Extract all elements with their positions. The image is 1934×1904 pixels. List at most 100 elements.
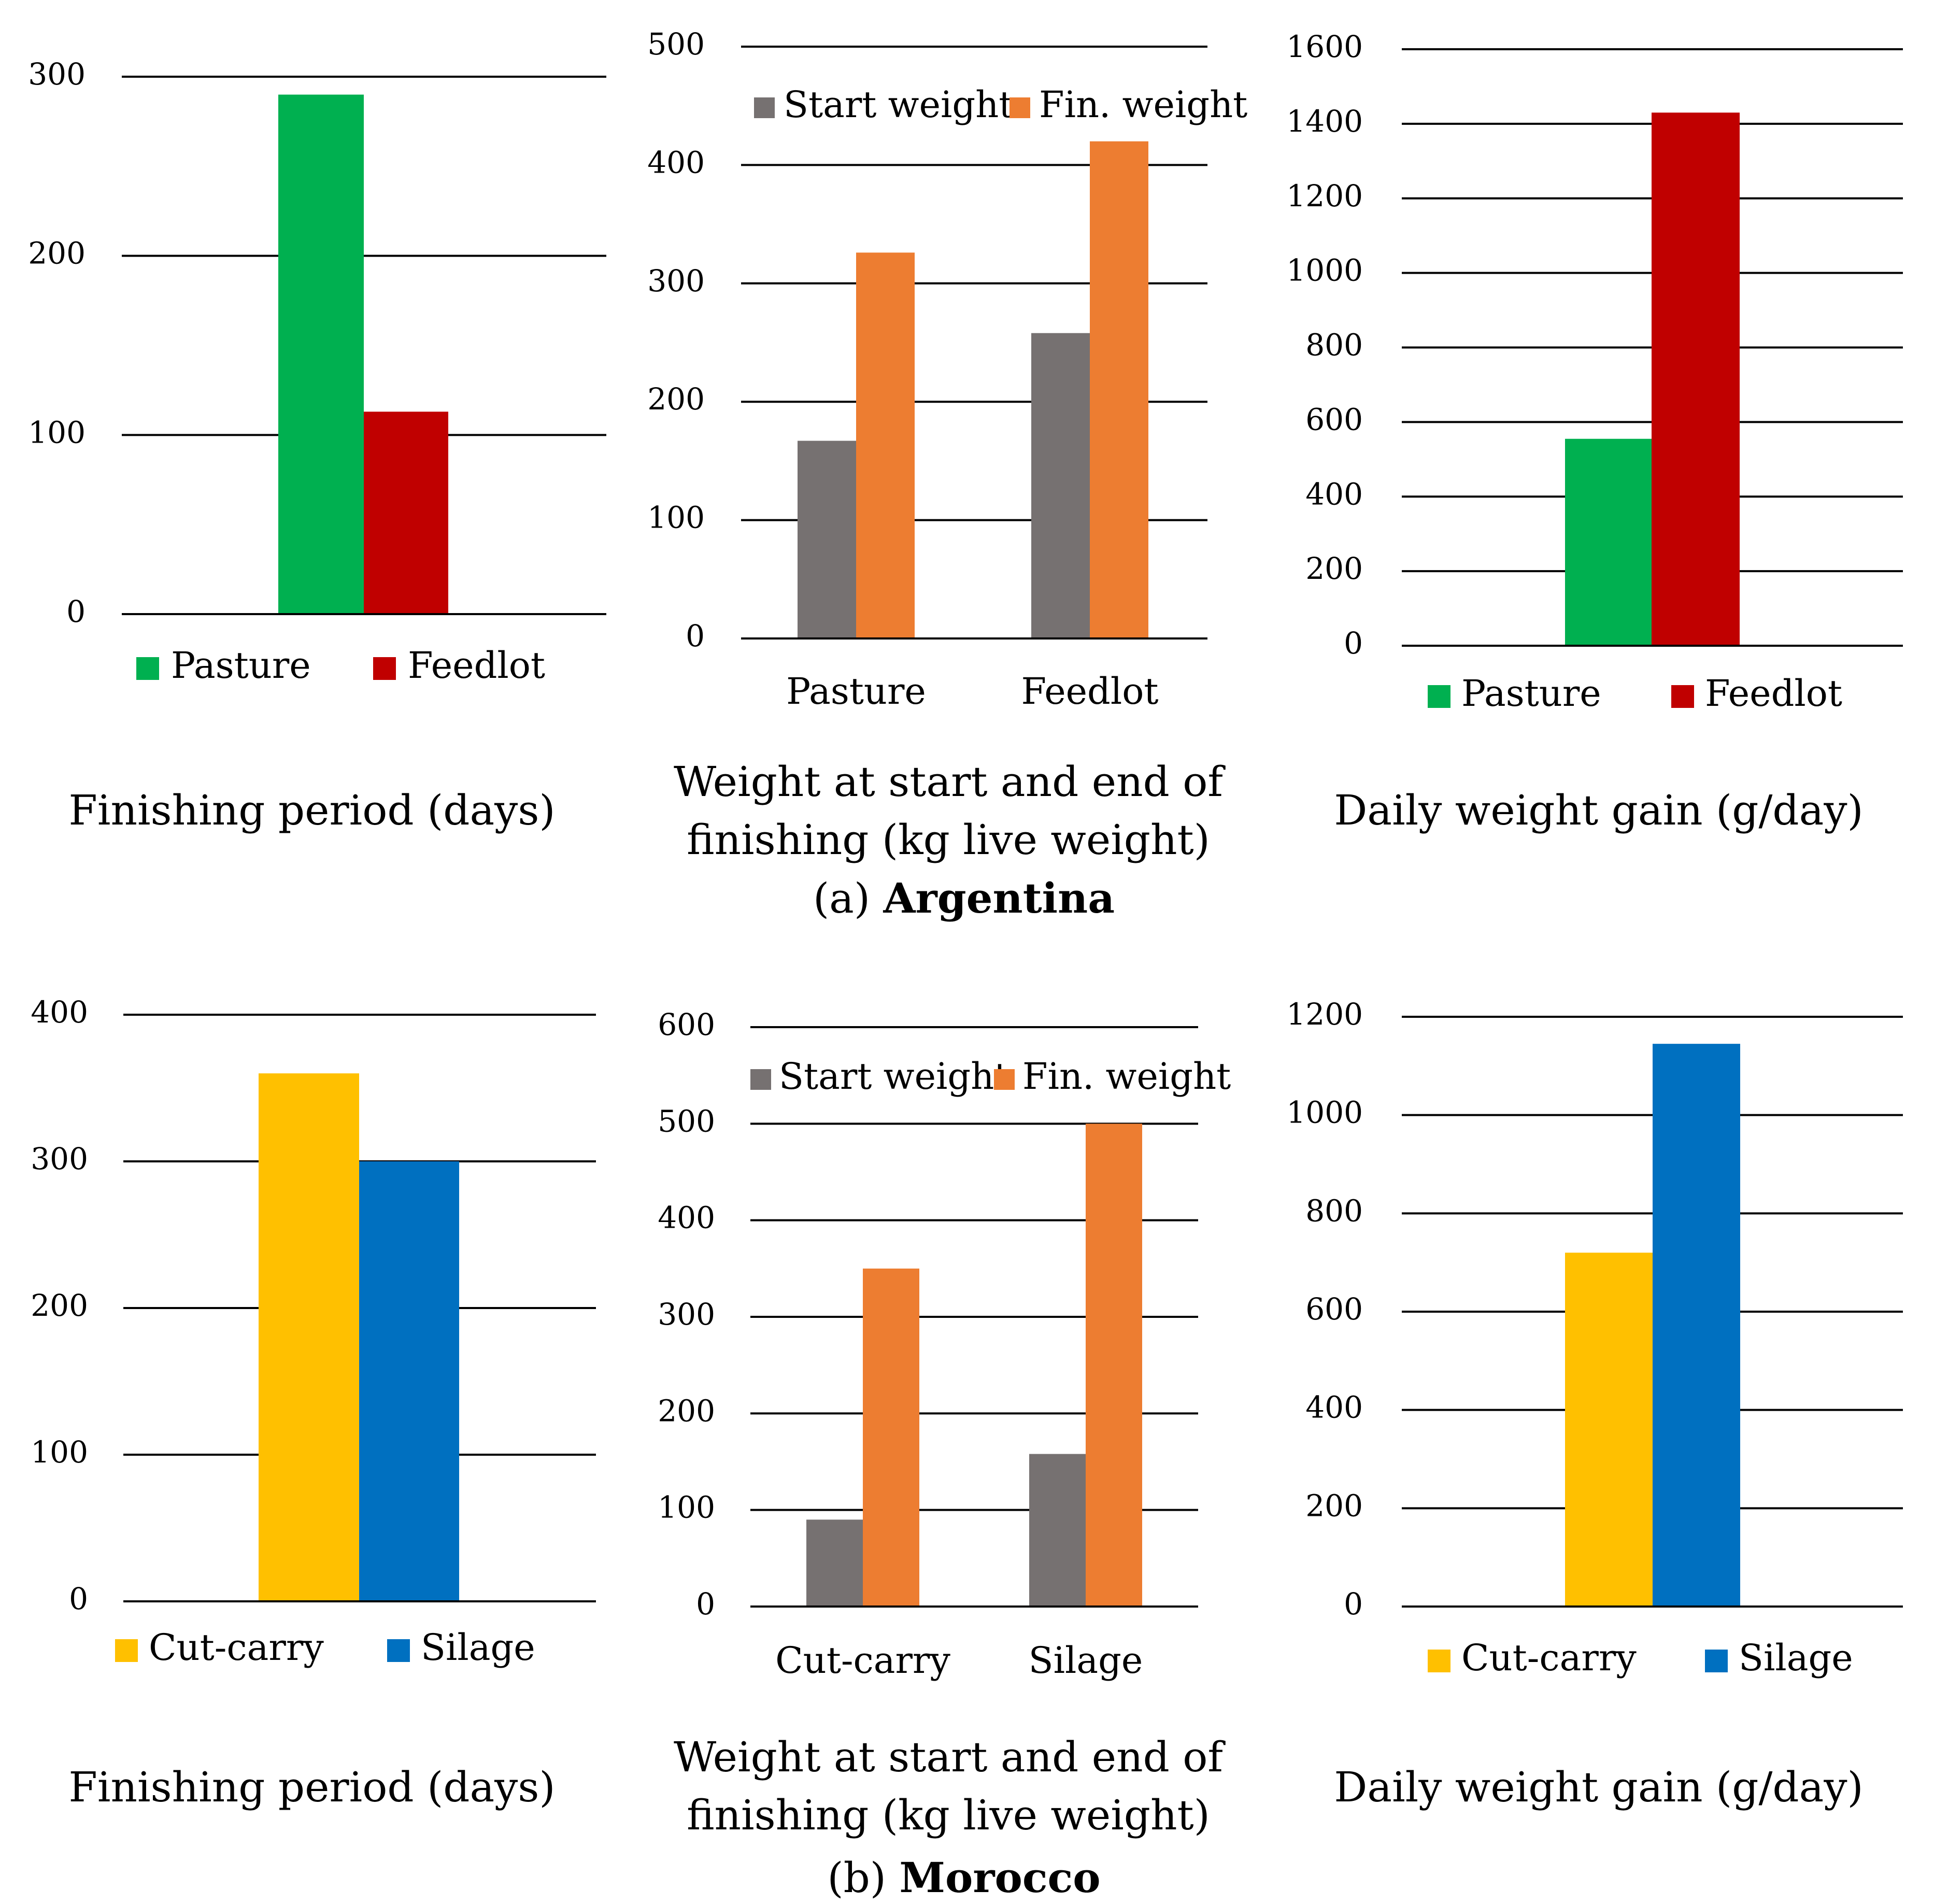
panel-caption: (a) Argentina	[813, 874, 1115, 922]
panel-caption-label: (b)	[827, 1854, 899, 1902]
legend-label: Silage	[1739, 1637, 1853, 1679]
y-tick-label: 500	[647, 26, 705, 62]
y-tick-label: 400	[1305, 476, 1363, 511]
y-tick-label: 1600	[1286, 29, 1363, 64]
y-tick-label: 200	[28, 236, 86, 271]
y-tick-label: 0	[1344, 1586, 1363, 1622]
legend-swatch	[1671, 685, 1694, 708]
x-category-label: Silage	[1029, 1639, 1143, 1682]
legend-swatch	[373, 657, 396, 680]
y-tick-label: 300	[658, 1297, 715, 1332]
bar	[1652, 112, 1740, 646]
legend-swatch	[994, 1069, 1015, 1090]
panel-caption-label: (a)	[813, 874, 884, 922]
chart-title: Daily weight gain (g/day)	[1334, 1763, 1863, 1811]
y-tick-label: 200	[658, 1393, 715, 1428]
legend-swatch	[136, 657, 159, 680]
x-category-label: Pasture	[786, 670, 926, 713]
panel-caption-country: Morocco	[899, 1853, 1100, 1902]
legend-label: Cut-carry	[1461, 1637, 1637, 1679]
y-tick-label: 0	[66, 594, 86, 629]
bar	[1565, 438, 1652, 646]
bar	[1086, 1124, 1142, 1607]
bar	[863, 1268, 919, 1607]
bar	[856, 252, 915, 638]
bar	[798, 441, 856, 638]
bar	[1029, 1454, 1086, 1607]
y-tick-label: 600	[1305, 1291, 1363, 1327]
legend-swatch	[754, 97, 775, 118]
panel-caption-country: Argentina	[883, 874, 1115, 922]
legend-label: Feedlot	[1705, 672, 1842, 715]
legend-label: Start weight	[779, 1055, 1008, 1098]
bar	[1653, 1044, 1740, 1607]
chart-title: Daily weight gain (g/day)	[1334, 786, 1863, 834]
y-tick-label: 0	[1344, 626, 1363, 661]
legend-label: Cut-carry	[149, 1626, 324, 1669]
y-tick-label: 200	[31, 1288, 88, 1323]
y-tick-label: 200	[647, 381, 705, 417]
bar	[806, 1519, 863, 1607]
bar	[1565, 1253, 1653, 1607]
y-tick-label: 300	[31, 1141, 88, 1176]
legend-label: Start weight	[784, 83, 1013, 126]
x-category-label: Cut-carry	[775, 1639, 950, 1682]
legend-swatch	[1428, 685, 1450, 708]
y-tick-label: 600	[1305, 402, 1363, 437]
y-tick-label: 1200	[1286, 997, 1363, 1032]
chart-panel: 0 200 400 600 800 1000 1200 Cut-carry Silage Dail…	[1286, 997, 1903, 1811]
legend-label: Fin. weight	[1039, 83, 1247, 126]
panel-caption: (b) Morocco	[827, 1853, 1100, 1902]
chart-title: Finishing period (days)	[68, 786, 555, 834]
y-tick-label: 300	[28, 56, 86, 92]
legend-swatch	[1009, 97, 1030, 118]
y-tick-label: 1400	[1286, 104, 1363, 139]
y-tick-label: 600	[658, 1007, 715, 1042]
y-tick-label: 100	[31, 1434, 88, 1470]
chart-panel: 0 200 400 600 800 1000 1200 1400 1600 Pasture Feed…	[1286, 29, 1903, 834]
y-tick-label: 100	[647, 500, 705, 535]
chart-panel: 0 100 200 300 400 500 Pasture Feedlot Start weig…	[647, 26, 1247, 864]
y-tick-label: 400	[1305, 1390, 1363, 1425]
y-tick-label: 800	[1305, 328, 1363, 363]
legend-label: Pasture	[1461, 672, 1601, 715]
y-tick-label: 300	[647, 263, 705, 299]
x-category-label: Feedlot	[1021, 670, 1158, 713]
y-tick-label: 500	[658, 1103, 715, 1139]
bar	[259, 1073, 359, 1601]
y-tick-label: 100	[28, 415, 86, 450]
bar	[1090, 141, 1148, 639]
chart-title: Weight at start and end of	[674, 758, 1226, 806]
charts-layer: 0 100 200 300 Pasture Feedlot Finishing period…	[28, 26, 1903, 1839]
y-tick-label: 400	[647, 145, 705, 180]
y-tick-label: 200	[1305, 551, 1363, 586]
chart-title: finishing (kg live weight)	[687, 816, 1210, 864]
legend-swatch	[1428, 1650, 1450, 1672]
y-tick-label: 0	[696, 1586, 715, 1622]
y-tick-label: 400	[31, 994, 88, 1030]
chart-panel: 0 100 200 300 400 500 600 Cut-carry Silage Start …	[658, 1007, 1231, 1839]
chart-title: Weight at start and end of	[674, 1733, 1226, 1781]
chart-panel: 0 100 200 300 Pasture Feedlot Finishing period…	[28, 56, 606, 834]
legend-swatch	[750, 1069, 771, 1090]
y-tick-label: 100	[658, 1490, 715, 1525]
y-tick-label: 800	[1305, 1193, 1363, 1228]
y-tick-label: 0	[69, 1581, 88, 1616]
y-tick-label: 0	[686, 618, 705, 653]
y-tick-label: 1200	[1286, 178, 1363, 214]
captions-layer: (a) Argentina (b) Morocco	[813, 874, 1115, 1902]
chart-title: Finishing period (days)	[68, 1763, 555, 1811]
legend-swatch	[115, 1639, 138, 1662]
legend-label: Silage	[421, 1626, 535, 1669]
bar	[278, 94, 364, 615]
y-tick-label: 200	[1305, 1488, 1363, 1523]
chart-panel: 0 100 200 300 400 Cut-carry Silage Finishing pe…	[31, 994, 596, 1811]
legend-swatch	[387, 1639, 410, 1662]
legend-label: Feedlot	[408, 644, 545, 687]
bar	[1031, 333, 1090, 638]
chart-title: finishing (kg live weight)	[687, 1791, 1210, 1839]
legend-swatch	[1705, 1650, 1728, 1672]
legend-label: Pasture	[171, 644, 311, 687]
legend-label: Fin. weight	[1022, 1055, 1231, 1098]
